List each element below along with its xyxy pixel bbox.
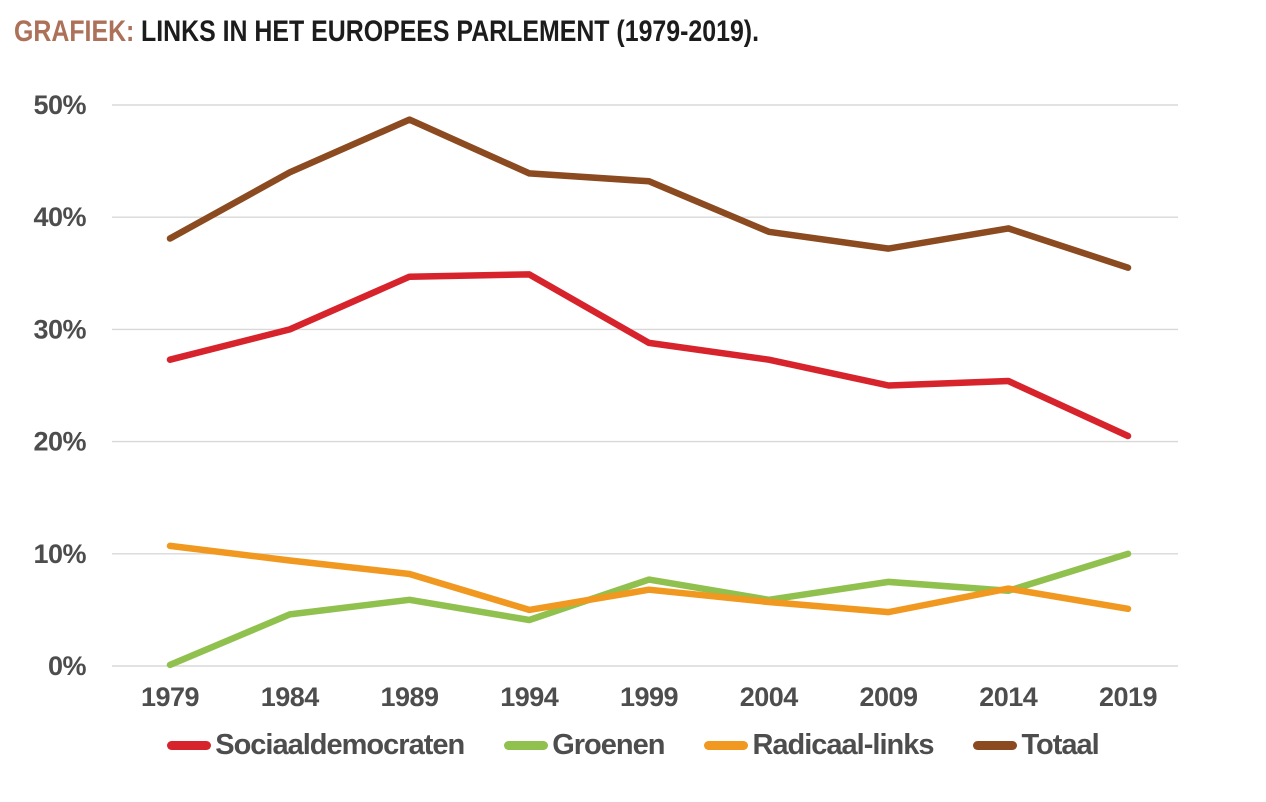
- legend-swatch-sociaaldemocraten: [167, 741, 212, 750]
- y-axis-tick-label: 20%: [33, 427, 86, 457]
- x-axis-tick-label: 1999: [620, 682, 679, 712]
- chart-title-prefix: GRAFIEK:: [14, 15, 135, 48]
- y-axis-tick-label: 40%: [33, 202, 86, 232]
- series-line-totaal: [166, 116, 1132, 271]
- chart-title: GRAFIEK: LINKS IN HET EUROPEES PARLEMENT …: [14, 15, 759, 49]
- legend-label-totaal: Totaal: [1021, 729, 1099, 761]
- legend-item-groenen: Groenen: [504, 729, 665, 762]
- legend-label-groenen: Groenen: [552, 729, 665, 761]
- legend-swatch-groenen: [504, 741, 549, 750]
- series-line-sociaaldemocraten: [166, 271, 1132, 440]
- series-line-groenen: [166, 550, 1132, 669]
- x-axis-tick-label: 1979: [141, 682, 200, 712]
- y-axis-tick-label: 10%: [33, 539, 86, 569]
- legend-item-totaal: Totaal: [973, 729, 1100, 762]
- x-axis-tick-label: 2014: [979, 682, 1038, 712]
- legend-item-sociaaldemocraten: Sociaaldemocraten: [167, 729, 465, 762]
- y-axis-tick-label: 30%: [33, 314, 86, 344]
- x-axis-tick-label: 1989: [380, 682, 439, 712]
- x-axis-tick-label: 2004: [740, 682, 799, 712]
- legend-swatch-totaal: [973, 741, 1018, 750]
- series-line-radicaal-links: [166, 542, 1132, 616]
- x-axis-tick-label: 1994: [500, 682, 559, 712]
- x-axis-tick-label: 2009: [859, 682, 918, 712]
- legend-label-radicaal-links: Radicaal-links: [752, 729, 934, 761]
- x-axis-tick-label: 2019: [1099, 682, 1158, 712]
- x-axis-tick-label: 1984: [261, 682, 320, 712]
- legend-swatch-radicaal-links: [704, 741, 749, 750]
- y-axis-tick-label: 0%: [48, 651, 87, 681]
- legend-label-sociaaldemocraten: Sociaaldemocraten: [215, 729, 465, 761]
- chart-title-text: LINKS IN HET EUROPEES PARLEMENT (1979-20…: [140, 15, 760, 48]
- chart-legend: Sociaaldemocraten Groenen Radicaal-links To…: [0, 729, 1266, 762]
- y-axis-tick-label: 50%: [33, 90, 86, 120]
- legend-item-radicaal-links: Radicaal-links: [704, 729, 934, 762]
